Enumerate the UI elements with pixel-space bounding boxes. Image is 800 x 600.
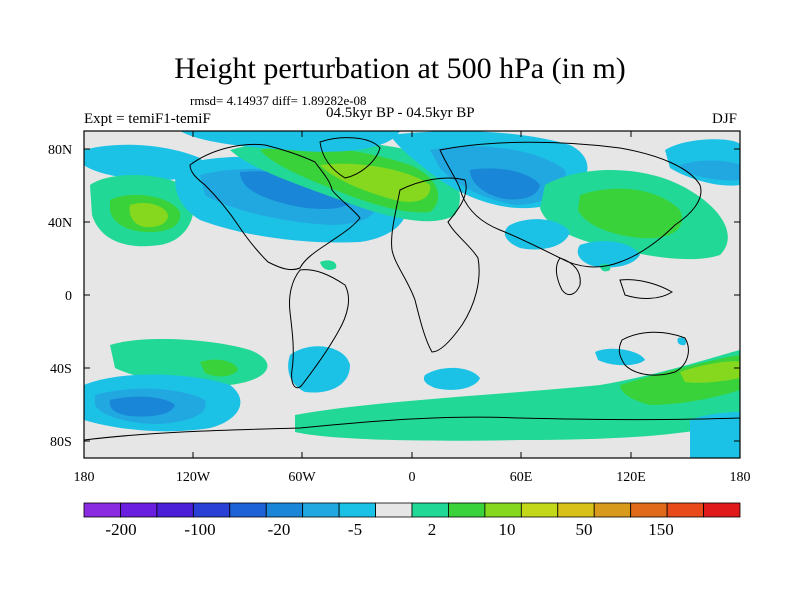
- colorbar-box: [338, 502, 376, 518]
- colorbar-label: 2: [428, 520, 437, 539]
- coastlines: [84, 137, 740, 441]
- experiment-label: Expt = temiF1-temiF: [84, 111, 211, 127]
- stats-text: rmsd= 4.14937 diff= 1.89282e-08: [190, 93, 367, 108]
- colorbar-box: [666, 502, 704, 518]
- lon-label-60w: 60W: [288, 470, 316, 485]
- colorbar-box: [265, 502, 304, 518]
- lon-label-180e: 180: [730, 470, 751, 485]
- colorbar-label: 150: [648, 520, 674, 539]
- lon-label-120e: 120E: [616, 470, 646, 485]
- colorbar-box: [302, 502, 340, 518]
- lat-label-40s: 40S: [50, 362, 72, 377]
- colorbar-box: [448, 502, 486, 518]
- colorbar-box: [156, 502, 194, 518]
- lon-label-180w: 180: [74, 470, 95, 485]
- lon-label-60e: 60E: [510, 470, 533, 485]
- colorbar-box: [375, 502, 413, 518]
- lat-label-40n: 40N: [48, 216, 72, 231]
- lon-label-120w: 120W: [176, 470, 211, 485]
- lat-label-80s: 80S: [50, 435, 72, 450]
- colorbar-box: [411, 502, 449, 518]
- colorbar: [83, 502, 741, 518]
- contour-fills: [84, 131, 740, 458]
- colorbar-box: [593, 502, 632, 518]
- colorbar-label: -20: [268, 520, 291, 539]
- colorbar-labels: -200 -100 -20 -5 2 10 50 150: [105, 520, 673, 539]
- colorbar-box: [120, 502, 158, 518]
- colorbar-box: [630, 502, 668, 518]
- colorbar-label: 50: [576, 520, 593, 539]
- colorbar-box: [520, 502, 559, 518]
- season-label: DJF: [712, 111, 738, 127]
- lat-axis: 80N 40N 0 40S 80S: [48, 143, 740, 450]
- colorbar-label: 10: [499, 520, 516, 539]
- lat-label-80n: 80N: [48, 143, 72, 158]
- colorbar-box: [484, 502, 522, 518]
- colorbar-label: -5: [348, 520, 362, 539]
- lon-label-0: 0: [409, 470, 416, 485]
- colorbar-box: [557, 502, 595, 518]
- lon-axis: 180 120W 60W 0 60E 120E 180: [74, 131, 751, 485]
- chart-title: Height perturbation at 500 hPa (in m): [174, 52, 626, 85]
- colorbar-box: [229, 502, 267, 518]
- colorbar-box: [703, 502, 741, 518]
- lat-label-0: 0: [65, 289, 72, 304]
- period-text: 04.5kyr BP - 04.5kyr BP: [326, 105, 475, 121]
- map-plot-area: [84, 131, 740, 458]
- colorbar-box: [83, 502, 121, 518]
- colorbar-label: -100: [184, 520, 215, 539]
- colorbar-box: [192, 502, 231, 518]
- colorbar-label: -200: [105, 520, 136, 539]
